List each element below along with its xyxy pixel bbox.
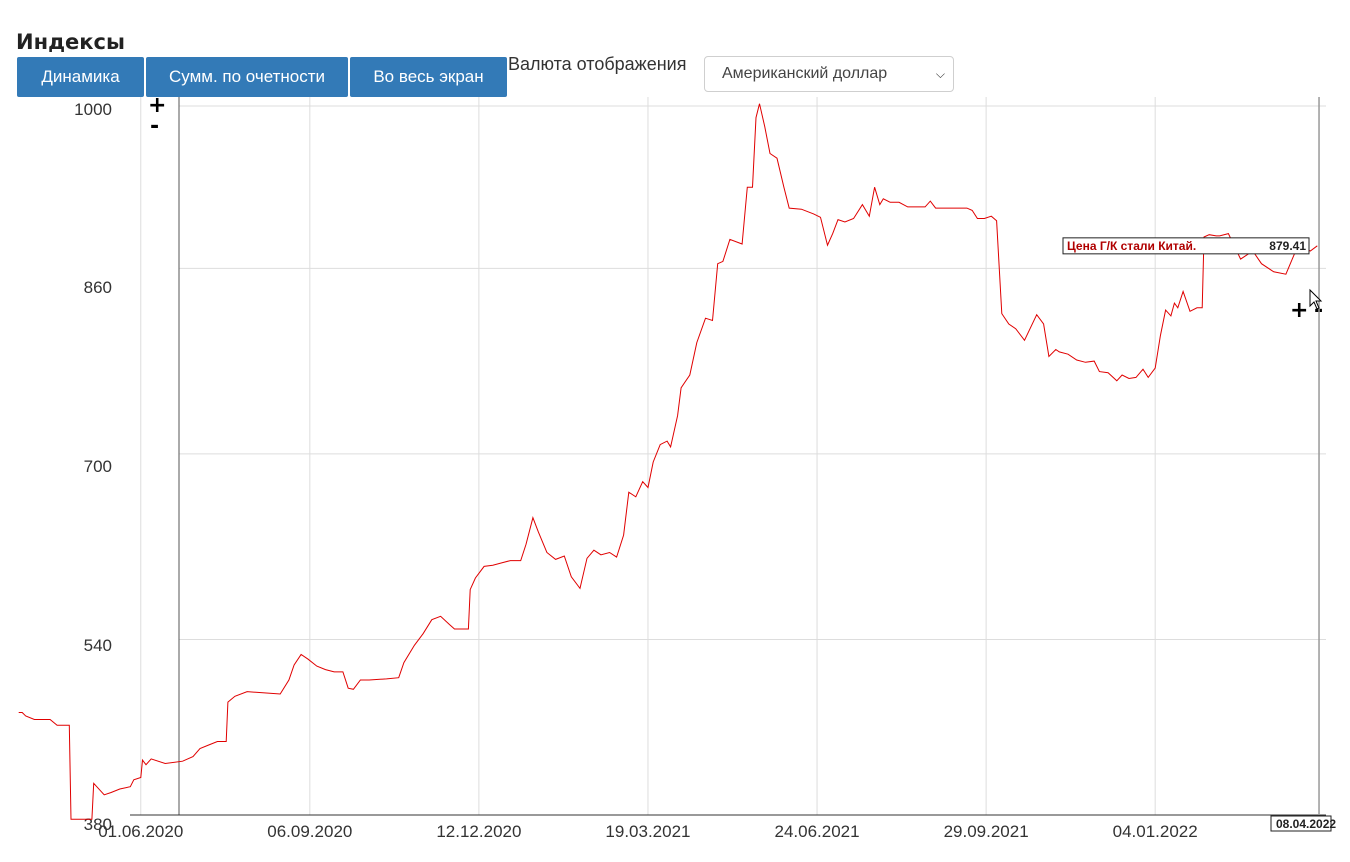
dynamics-button[interactable]: Динамика	[17, 57, 144, 97]
y-tick-label: 860	[83, 278, 112, 297]
cursor-date-box	[1270, 815, 1332, 832]
y-tick-label: 1000	[74, 100, 112, 119]
currency-select-value: Американский доллар	[722, 65, 888, 82]
y-tick-label: 380	[83, 815, 112, 834]
x-tick-label: 12.12.2020	[436, 822, 521, 841]
series-line	[18, 103, 1318, 820]
tooltip-series-name: Цена Г/К стали Китай.	[1067, 239, 1196, 253]
page-title: Индексы	[16, 30, 125, 54]
y-tick-label: 540	[83, 636, 112, 655]
mouse-pointer-icon	[1309, 288, 1323, 310]
y-zoom-in-icon[interactable]: +	[148, 93, 167, 118]
cursor-date-label: 08.04.2022	[1276, 817, 1336, 831]
x-tick-label: 29.09.2021	[944, 822, 1029, 841]
x-tick-label: 19.03.2021	[605, 822, 690, 841]
currency-select[interactable]: Американский доллар ⌵	[704, 56, 954, 92]
fullscreen-button[interactable]: Во весь экран	[350, 57, 507, 97]
y-tick-label: 700	[83, 457, 112, 476]
tooltip-box	[1062, 237, 1310, 255]
currency-label: Валюта отображения	[508, 54, 687, 74]
x-tick-label: 24.06.2021	[774, 822, 859, 841]
x-tick-label: 06.09.2020	[267, 822, 352, 841]
y-zoom-out-icon[interactable]: -	[150, 114, 160, 139]
tooltip-value: 879.41	[1269, 239, 1306, 253]
cumulative-button[interactable]: Сумм. по очетности	[146, 57, 348, 97]
zoom-in-icon[interactable]: +	[1290, 298, 1309, 323]
chevron-down-icon: ⌵	[935, 67, 945, 81]
x-tick-label: 01.06.2020	[98, 822, 183, 841]
x-tick-label: 04.01.2022	[1113, 822, 1198, 841]
